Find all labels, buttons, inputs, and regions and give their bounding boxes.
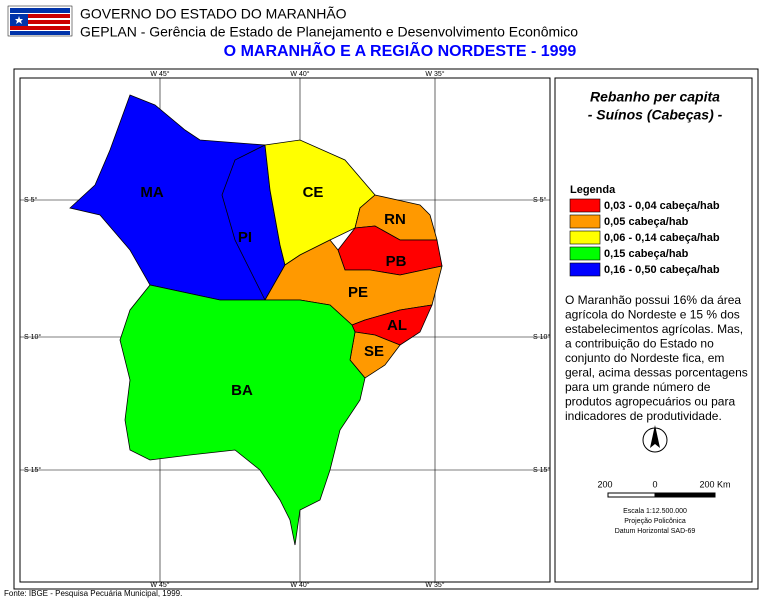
map-title: O MARANHÃO E A REGIÃO NORDESTE - 1999 bbox=[224, 40, 577, 60]
panel-subtitle: - Suínos (Cabeças) - bbox=[588, 107, 723, 123]
state-label: MA bbox=[140, 184, 163, 201]
scale-bar bbox=[607, 492, 716, 498]
state-label: RN bbox=[384, 211, 406, 228]
meridian-label: W 45° bbox=[150, 581, 169, 589]
meridian-label: W 35° bbox=[425, 581, 444, 589]
description-line: O Maranhão possui 16% da área bbox=[565, 293, 741, 307]
header-line2: GEPLAN - Gerência de Estado de Planejame… bbox=[80, 24, 578, 40]
description-line: indicadores de produtividade. bbox=[565, 409, 722, 423]
meridian-label: W 35° bbox=[425, 70, 444, 78]
scale-label: 200 Km bbox=[699, 479, 730, 489]
parallel-label: S 5° bbox=[24, 196, 38, 204]
description-line: geral, acima dessas porcentagens bbox=[565, 366, 748, 380]
state-ba bbox=[119, 284, 366, 546]
description-line: a contribuição do Estado no bbox=[565, 337, 714, 351]
state-label: PI bbox=[238, 229, 252, 246]
legend-label: 0,05 cabeça/hab bbox=[604, 216, 689, 228]
legend-swatch bbox=[569, 214, 601, 229]
legend-label: 0,15 cabeça/hab bbox=[604, 248, 689, 260]
state-label: BA bbox=[231, 382, 253, 399]
meridian-label: W 40° bbox=[290, 581, 309, 589]
scale-text: Escala 1:12.500.000 bbox=[623, 508, 687, 515]
description-line: estabelecimentos agrícolas. Mas, bbox=[565, 322, 743, 336]
footer-source: Fonte: IBGE - Pesquisa Pecuária Municipa… bbox=[4, 589, 182, 598]
description-line: produtos agropecuários ou para bbox=[565, 395, 735, 409]
scale-label: 0 bbox=[652, 479, 657, 489]
parallel-label: S 10° bbox=[533, 333, 550, 341]
panel-title: Rebanho per capita bbox=[590, 89, 720, 105]
logo bbox=[7, 5, 73, 37]
meridian-label: W 40° bbox=[290, 70, 309, 78]
state-label: PE bbox=[348, 284, 368, 301]
legend-title: Legenda bbox=[570, 184, 616, 196]
parallel-label: S 10° bbox=[24, 333, 41, 341]
legend-label: 0,06 - 0,14 cabeça/hab bbox=[604, 232, 720, 244]
datum-text: Datum Horizontal SAD-69 bbox=[615, 528, 696, 535]
legend-swatch bbox=[569, 262, 601, 277]
header-line1: GOVERNO DO ESTADO DO MARANHÃO bbox=[80, 6, 347, 22]
state-label: AL bbox=[387, 317, 407, 334]
description-line: para um grande número de bbox=[565, 380, 711, 394]
state-label: CE bbox=[303, 184, 324, 201]
parallel-label: S 5° bbox=[533, 196, 547, 204]
legend-swatch bbox=[569, 198, 601, 213]
map-frame bbox=[19, 77, 551, 583]
parallel-label: S 15° bbox=[24, 466, 41, 474]
legend-label: 0,03 - 0,04 cabeça/hab bbox=[604, 200, 720, 212]
parallel-label: S 15° bbox=[533, 466, 550, 474]
projection-text: Projeção Policônica bbox=[624, 518, 686, 525]
legend-swatch bbox=[569, 246, 601, 261]
state-label: SE bbox=[364, 343, 384, 360]
outer-frame bbox=[13, 68, 759, 590]
meridian-label: W 45° bbox=[150, 70, 169, 78]
legend-label: 0,16 - 0,50 cabeça/hab bbox=[604, 264, 720, 276]
description-line: agrícola do Nordeste e 15 % dos bbox=[565, 308, 740, 322]
panel-frame bbox=[554, 77, 753, 583]
north-arrow bbox=[642, 425, 668, 453]
scale-label: 200 bbox=[597, 479, 612, 489]
states bbox=[69, 94, 443, 546]
legend-swatch bbox=[569, 230, 601, 245]
description-line: conjunto do Nordeste fica, em bbox=[565, 351, 724, 365]
state-ce bbox=[264, 139, 376, 266]
state-label: PB bbox=[386, 253, 407, 270]
